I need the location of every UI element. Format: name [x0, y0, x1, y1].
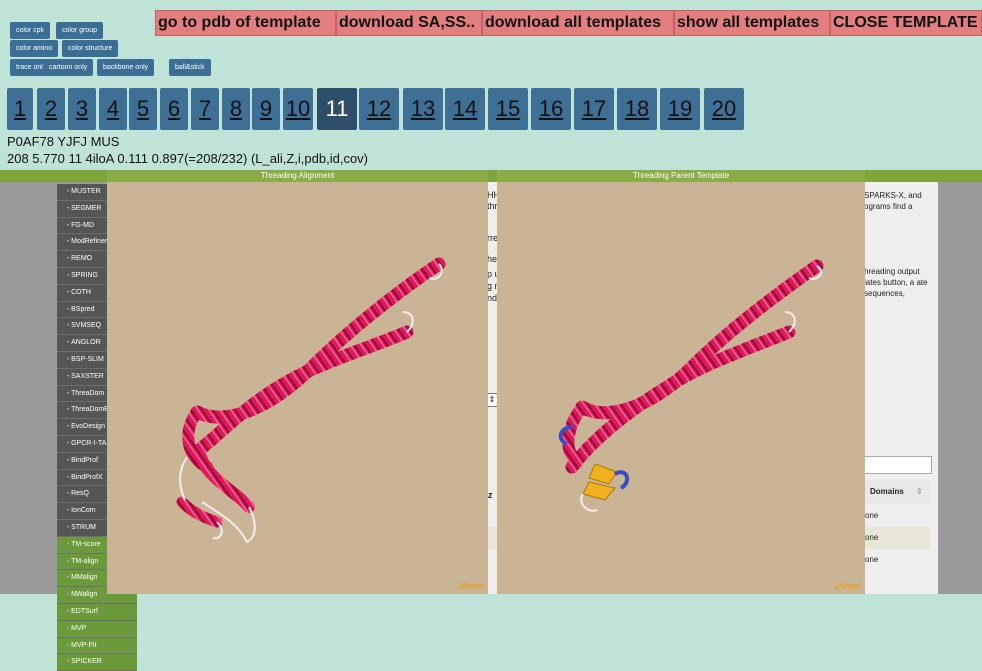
model-button-14[interactable]: 14: [445, 88, 485, 130]
download-sa-ss-button[interactable]: download SA,SS..: [336, 10, 482, 36]
model-button-19[interactable]: 19: [660, 88, 700, 130]
column-header-domains[interactable]: Domains ⇕: [858, 480, 930, 504]
jsmol-watermark: JSmol: [456, 581, 484, 591]
model-button-2[interactable]: 2: [37, 88, 65, 130]
bg-text-fragment: g nu: [487, 281, 505, 291]
model-button-10[interactable]: 10: [283, 88, 313, 130]
backbone-only-button[interactable]: backbone only: [97, 59, 155, 76]
model-button-13[interactable]: 13: [403, 88, 443, 130]
model-button-7[interactable]: 7: [191, 88, 219, 130]
table-cell: one: [865, 555, 879, 564]
color-amino-button[interactable]: color amino: [10, 40, 59, 57]
table-row[interactable]: one: [150, 505, 930, 527]
jsmol-watermark: JSmol: [833, 581, 861, 591]
model-button-17[interactable]: 17: [574, 88, 614, 130]
model-button-4[interactable]: 4: [99, 88, 127, 130]
description-paragraph: hreading output lates button, a ate sequ…: [864, 267, 928, 298]
search-input[interactable]: [864, 456, 932, 474]
jsmol-viewer-right[interactable]: JSmol: [497, 182, 865, 594]
model-button-8[interactable]: 8: [222, 88, 250, 130]
cartoon-only-button[interactable]: cartoon only: [43, 59, 94, 76]
model-button-6[interactable]: 6: [160, 88, 188, 130]
sidebar-item-spicker[interactable]: SPICKER: [57, 654, 137, 671]
protein-structure: [558, 259, 824, 512]
sidebar-item-edtsurf[interactable]: EDTSurf: [57, 603, 137, 621]
bg-text-fragment: he (: [487, 254, 503, 264]
model-button-9[interactable]: 9: [252, 88, 280, 130]
close-template-button[interactable]: CLOSE TEMPLATE: [830, 10, 982, 36]
bg-text-fragment: thre: [487, 201, 503, 211]
go-to-pdb-button[interactable]: go to pdb of template: [155, 10, 336, 36]
window-title: Threading Parent Template: [497, 170, 865, 182]
bg-text-fragment: HH-: [487, 190, 503, 200]
model-button-20[interactable]: 20: [704, 88, 744, 130]
template-stats-line: 208 5.770 11 4iloA 0.111 0.897(=208/232)…: [7, 151, 369, 166]
model-button-5[interactable]: 5: [129, 88, 157, 130]
download-all-templates-button[interactable]: download all templates: [482, 10, 674, 36]
threading-parent-template-window: Threading Parent Template JSmol: [497, 170, 865, 594]
trace-only-button[interactable]: trace only: [10, 59, 53, 76]
model-button-18[interactable]: 18: [617, 88, 657, 130]
column-header-z: z: [488, 490, 493, 500]
show-all-templates-button[interactable]: show all templates: [674, 10, 830, 36]
model-button-1[interactable]: 1: [7, 88, 33, 130]
sidebar-item-mvp-fit[interactable]: MVP-Fit: [57, 637, 137, 655]
model-button-15[interactable]: 15: [488, 88, 528, 130]
model-button-16[interactable]: 16: [531, 88, 571, 130]
jsmol-viewer-left[interactable]: JSmol: [107, 182, 488, 594]
model-button-12[interactable]: 12: [359, 88, 399, 130]
description-paragraph: SPARKS-X, and ograms find a: [864, 191, 922, 211]
model-button-11[interactable]: 11: [317, 88, 357, 130]
color-structure-button[interactable]: color structure: [62, 40, 119, 57]
model-button-3[interactable]: 3: [68, 88, 96, 130]
bg-text-fragment: p u: [487, 269, 500, 279]
sort-icon: ⇕: [916, 487, 923, 496]
table-cell: one: [865, 511, 879, 520]
table-cell: one: [865, 533, 879, 542]
control-panel: color cpk color group color amino color …: [0, 0, 982, 170]
template-id-line: P0AF78 YJFJ MUS: [7, 134, 120, 149]
window-title: Threading Alignment: [107, 170, 488, 182]
bg-text-fragment: nd p: [487, 293, 505, 303]
threading-alignment-window: Threading Alignment JSmol: [107, 170, 488, 594]
color-group-button[interactable]: color group: [56, 22, 104, 39]
protein-structure: [176, 257, 446, 544]
column-header-domains-label: Domains: [870, 487, 904, 496]
sidebar-item-mvp[interactable]: MVP: [57, 620, 137, 638]
bg-text-fragment: rres: [487, 233, 503, 243]
ball-stick-button[interactable]: ball&stick: [169, 59, 211, 76]
color-cpk-button[interactable]: color cpk: [10, 22, 51, 39]
